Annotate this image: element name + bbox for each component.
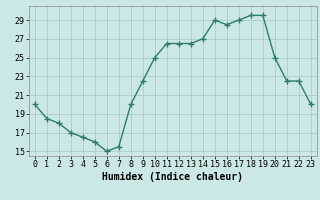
- X-axis label: Humidex (Indice chaleur): Humidex (Indice chaleur): [102, 172, 243, 182]
